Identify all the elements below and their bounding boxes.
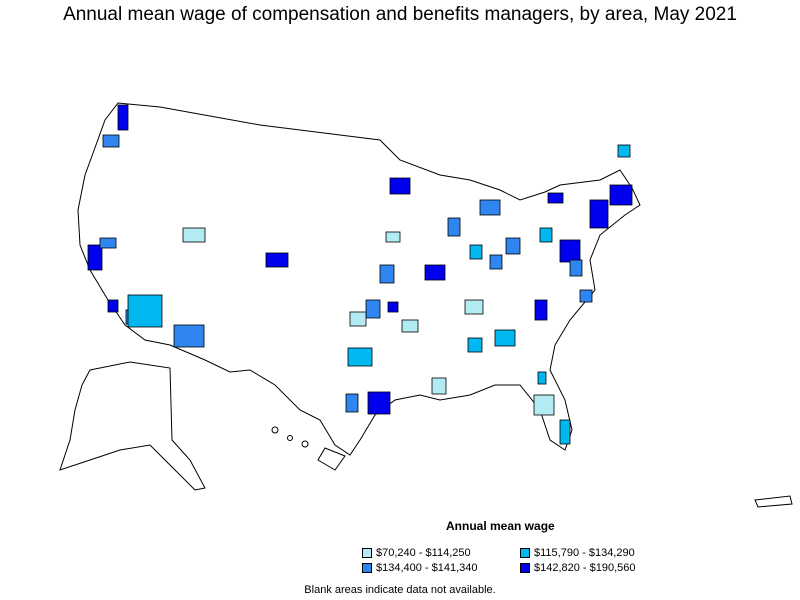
legend-item-1: $70,240 - $114,250: [362, 547, 471, 559]
legend-label-1: $70,240 - $114,250: [376, 547, 471, 559]
legend-swatch-1: [362, 548, 372, 558]
map-title: Annual mean wage of compensation and ben…: [63, 4, 737, 25]
legend-label-2: $134,400 - $141,340: [376, 562, 478, 574]
legend-item-4: $142,820 - $190,560: [520, 562, 636, 574]
hawaii-islands: [271, 426, 346, 471]
puerto-rico-outline: [754, 495, 793, 508]
legend-label-3: $115,790 - $134,290: [534, 547, 635, 559]
us-outline: [77, 102, 641, 456]
legend-swatch-3: [520, 548, 530, 558]
note-text: Blank areas indicate data not available.: [304, 584, 496, 596]
legend-swatch-2: [362, 563, 372, 573]
legend-label-4: $142,820 - $190,560: [534, 562, 636, 574]
legend-title: Annual mean wage: [446, 519, 555, 533]
metro-areas: [87, 104, 633, 445]
alaska-outline: [59, 361, 206, 491]
legend-swatch-4: [520, 563, 530, 573]
legend-item-2: $134,400 - $141,340: [362, 562, 478, 574]
legend-item-3: $115,790 - $134,290: [520, 547, 635, 559]
